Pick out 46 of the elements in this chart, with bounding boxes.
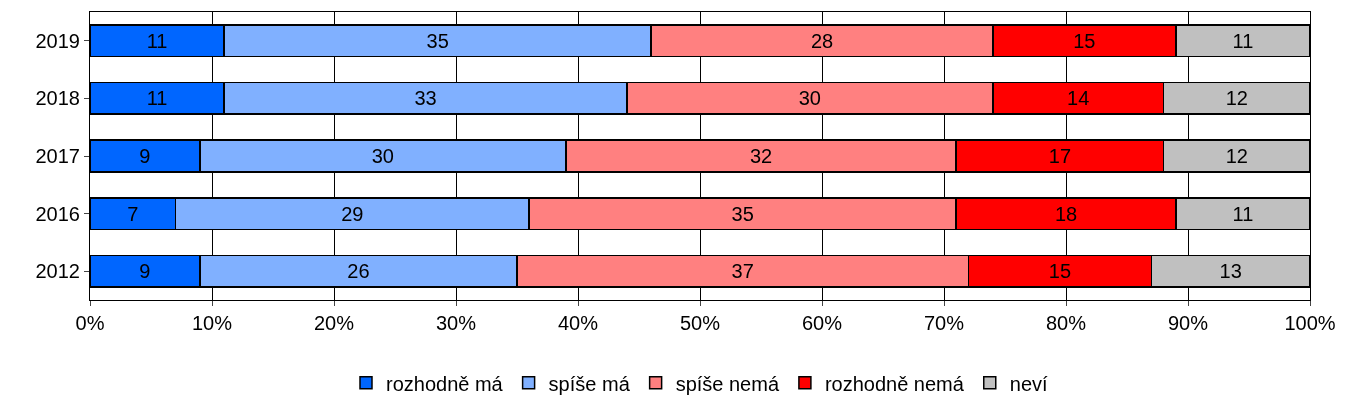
legend-label: rozhodně nemá [824,372,965,395]
data-label: 9 [139,145,151,167]
data-label: 30 [371,145,394,167]
data-label: 33 [414,87,437,110]
y-tick-label: 2016 [35,202,80,225]
y-tick-label: 2012 [35,260,80,283]
data-label: 35 [731,202,754,225]
x-tick-label: 100% [1284,312,1336,334]
x-tick-label: 0% [75,312,105,334]
data-label: 15 [1073,29,1096,52]
x-tick-label: 90% [1167,312,1209,334]
data-label: 12 [1225,145,1248,167]
x-tick-label: 80% [1045,312,1087,334]
legend-label: spíše nemá [675,372,780,395]
data-label: 7 [127,202,139,225]
data-label: 37 [731,260,754,283]
x-tick-label: 50% [679,312,721,334]
legend-label: neví [1009,372,1049,395]
legend-label: rozhodně má [386,372,504,395]
x-tick-label: 10% [191,312,233,334]
data-label: 11 [146,87,168,110]
data-label: 30 [798,87,821,110]
x-tick-label: 60% [801,312,843,334]
data-label: 9 [139,260,151,283]
data-label: 26 [347,260,370,283]
x-tick-label: 30% [435,312,477,334]
data-label: 11 [146,29,168,52]
data-label: 14 [1067,87,1090,110]
y-tick-label: 2019 [35,29,80,52]
data-label: 32 [749,145,773,167]
data-label: 11 [1232,202,1254,225]
data-label: 28 [810,29,834,52]
data-label: 17 [1048,145,1072,167]
x-tick-label: 40% [557,312,599,334]
x-tick-label: 20% [313,312,355,334]
data-label: 18 [1054,202,1078,225]
data-label: 15 [1048,260,1072,283]
data-label: 29 [341,202,364,225]
data-label: 35 [426,29,449,52]
data-label: 13 [1219,260,1242,283]
y-tick-label: 2017 [35,145,80,167]
data-label: 12 [1225,87,1248,110]
y-tick-label: 2018 [35,87,80,110]
data-label: 11 [1232,29,1254,52]
legend-label: spíše má [548,372,631,395]
x-tick-label: 70% [923,312,965,334]
